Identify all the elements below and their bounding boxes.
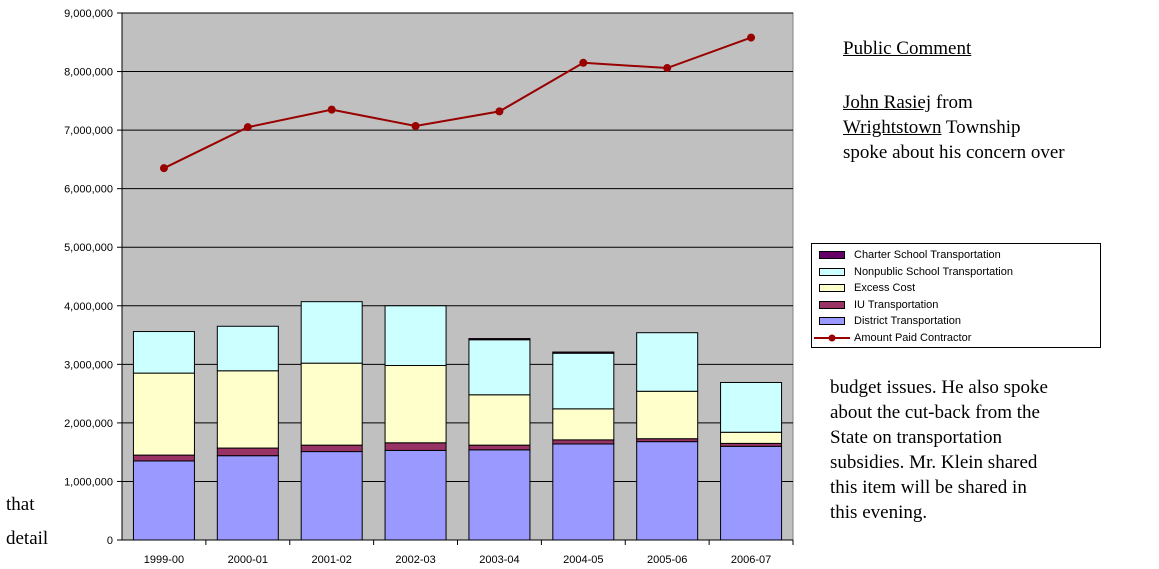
bar-segment-iu-transportation: [384, 442, 447, 451]
left-margin-word-that: that: [6, 494, 35, 515]
legend-label: Charter School Transportation: [854, 249, 1001, 261]
bar-segment-iu-transportation: [552, 439, 615, 445]
y-tick-label: 6,000,000: [64, 184, 113, 196]
bar-segment-charter-school-transportation: [552, 351, 615, 354]
y-tick-label: 5,000,000: [64, 242, 113, 254]
x-tick-label: 2001-02: [312, 554, 352, 566]
y-tick-label: 0: [107, 535, 113, 547]
para1-line2-text: Township: [941, 117, 1021, 138]
bar-segment-nonpublic-school-transportation: [720, 381, 783, 433]
bar-segment-iu-transportation: [300, 444, 363, 453]
para2-line3: State on transportation: [830, 427, 1003, 448]
line-point: [327, 105, 336, 114]
bar-segment-district-transportation: [552, 443, 615, 541]
line-point: [579, 58, 588, 67]
bar-segment-district-transportation: [384, 449, 447, 541]
line-point: [663, 64, 672, 73]
para1-line1-text: from: [931, 92, 973, 113]
y-tick-label: 3,000,000: [64, 359, 113, 371]
y-tick-label: 1,000,000: [64, 476, 113, 488]
bar-segment-nonpublic-school-transportation: [636, 332, 699, 392]
bar-segment-iu-transportation: [132, 454, 195, 462]
comment-paragraph-bottom: budget issues. He also spoke about the c…: [830, 375, 1048, 525]
speaker-name: John Rasiej: [843, 92, 932, 113]
bar-segment-nonpublic-school-transportation: [216, 325, 279, 372]
line-point: [495, 107, 504, 116]
bar-segment-excess-cost: [720, 431, 783, 444]
legend-symbol: [812, 267, 852, 277]
para2-line5: this item will be shared in: [830, 477, 1027, 498]
chart-legend: Charter School Transportation Nonpublic S…: [811, 243, 1101, 348]
bar-segment-charter-school-transportation: [468, 338, 531, 341]
township-name: Wrightstown: [843, 117, 942, 138]
bar-segment-nonpublic-school-transportation: [132, 331, 195, 374]
legend-label: IU Transportation: [854, 298, 939, 311]
para2-line6: this evening.: [830, 502, 928, 523]
bar-segment-district-transportation: [300, 451, 363, 541]
bar-segment-district-transportation: [720, 445, 783, 541]
legend-symbol: [812, 333, 852, 343]
x-tick-label: 2005-06: [647, 554, 687, 566]
bar-segment-iu-transportation: [468, 444, 531, 451]
bar-segment-excess-cost: [132, 372, 195, 456]
y-tick-label: 4,000,000: [64, 301, 113, 313]
y-tick-label: 8,000,000: [64, 67, 113, 79]
para2-line1: budget issues. He also spoke: [830, 377, 1048, 398]
bar-segment-nonpublic-school-transportation: [384, 305, 447, 367]
legend-label: Amount Paid Contractor: [854, 331, 972, 344]
bar-segment-excess-cost: [552, 408, 615, 441]
bar-segment-excess-cost: [216, 370, 279, 449]
y-tick-label: 9,000,000: [64, 8, 113, 20]
x-tick-label: 2004-05: [563, 554, 603, 566]
bar-segment-excess-cost: [468, 394, 531, 446]
y-tick-label: 2,000,000: [64, 418, 113, 430]
x-tick-label: 2000-01: [228, 554, 268, 566]
legend-label: Excess Cost: [854, 282, 916, 294]
bar-segment-district-transportation: [468, 449, 531, 541]
x-tick-label: 2003-04: [479, 554, 519, 566]
x-tick-label: 2002-03: [395, 554, 435, 566]
y-tick-label: 7,000,000: [64, 125, 113, 137]
bar-segment-district-transportation: [216, 455, 279, 541]
bar-segment-excess-cost: [384, 365, 447, 444]
public-comment-heading: Public Comment: [843, 38, 972, 59]
bar-segment-excess-cost: [636, 390, 699, 440]
para1-line3: spoke about his concern over: [843, 142, 1065, 163]
legend-symbol: [812, 316, 852, 326]
x-tick-label: 1999-00: [144, 554, 184, 566]
line-point: [411, 122, 420, 131]
legend-symbol: [812, 283, 852, 293]
comment-paragraph-top: John Rasiej from Wrightstown Township sp…: [843, 90, 1065, 165]
bar-segment-excess-cost: [300, 362, 363, 446]
para2-line4: subsidies. Mr. Klein shared: [830, 452, 1038, 473]
bar-segment-nonpublic-school-transportation: [552, 352, 615, 410]
bar-segment-nonpublic-school-transportation: [468, 339, 531, 396]
bar-segment-nonpublic-school-transportation: [300, 301, 363, 364]
line-point: [243, 123, 252, 132]
para2-line2: about the cut-back from the: [830, 402, 1040, 423]
legend-symbol: [812, 300, 852, 310]
bar-segment-district-transportation: [132, 460, 195, 541]
left-margin-word-detail: detail: [6, 528, 49, 549]
bar-segment-iu-transportation: [216, 447, 279, 457]
line-point: [747, 33, 756, 42]
legend-label: District Transportation: [854, 315, 961, 327]
x-tick-label: 2006-07: [731, 554, 771, 566]
legend-label: Nonpublic School Transportation: [854, 265, 1013, 278]
line-point: [159, 164, 168, 173]
bar-segment-district-transportation: [636, 441, 699, 541]
line-amount-paid-contractor: [163, 36, 752, 170]
legend-symbol: [812, 250, 852, 260]
